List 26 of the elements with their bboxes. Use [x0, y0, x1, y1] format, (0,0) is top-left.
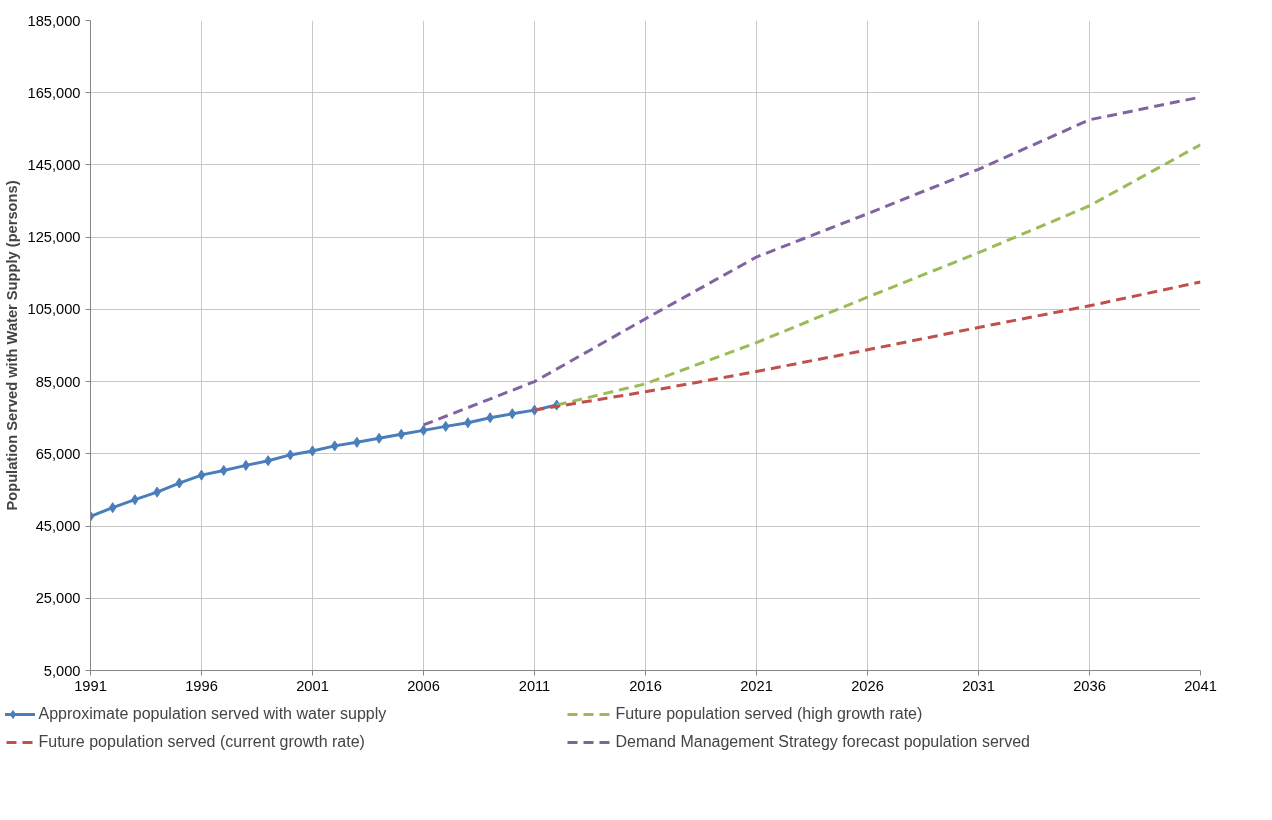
x-tick-label: 2036 [1073, 677, 1106, 694]
y-tick-label: 185,000 [27, 12, 81, 29]
x-tick-label: 2021 [740, 677, 773, 694]
legend-label: Approximate population served with water supply [38, 705, 388, 723]
y-tick-label: 45,000 [35, 518, 81, 535]
y-tick-label: 105,000 [27, 301, 81, 318]
x-tick-label: 1991 [74, 677, 107, 694]
x-tick-label: 2031 [962, 677, 995, 694]
y-tick-label: 145,000 [27, 156, 81, 173]
y-tick-label: 165,000 [27, 84, 81, 101]
x-tick-label: 1996 [185, 677, 218, 694]
x-tick-label: 2026 [851, 677, 884, 694]
y-tick-label: 25,000 [35, 590, 81, 607]
y-tick-label: 5,000 [43, 662, 81, 679]
y-tick-label: 65,000 [35, 445, 81, 462]
x-tick-label: 2011 [518, 677, 551, 694]
x-tick-label: 2041 [1184, 677, 1217, 694]
legend-label: Future population served (current growth rate) [38, 733, 366, 751]
x-tick-label: 2001 [296, 677, 329, 694]
y-tick-label: 125,000 [27, 229, 81, 246]
legend-label: Demand Management Strategy forecast population served [615, 733, 1031, 751]
x-tick-label: 2016 [629, 677, 662, 694]
legend-label: Future population served (high growth rate) [615, 705, 924, 723]
x-tick-label: 2006 [407, 677, 440, 694]
y-axis-title: Population Served with Water Supply (persons) [3, 180, 20, 511]
y-tick-label: 85,000 [35, 373, 81, 390]
